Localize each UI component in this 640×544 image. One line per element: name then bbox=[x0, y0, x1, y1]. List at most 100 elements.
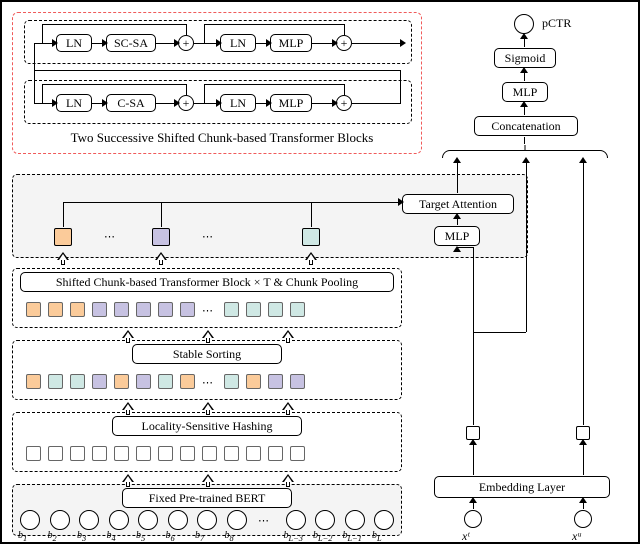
token-sq bbox=[268, 446, 283, 461]
xt-label: xᵗ bbox=[462, 529, 469, 544]
embedding-node: Embedding Layer bbox=[434, 476, 610, 498]
ellipsis: ⋯ bbox=[258, 514, 270, 527]
pctr-label: pCTR bbox=[542, 16, 571, 31]
b-label: b6 bbox=[166, 530, 175, 543]
token-sq bbox=[70, 302, 85, 317]
xu-sq bbox=[576, 426, 590, 440]
token-sq bbox=[180, 302, 195, 317]
hollow-arrow-up-icon bbox=[282, 402, 294, 414]
pooled-sq bbox=[152, 228, 170, 246]
b-circle bbox=[374, 510, 394, 530]
token-sq bbox=[246, 446, 261, 461]
shift-label: Shifted Chunk-based Transformer Block × … bbox=[56, 275, 358, 290]
token-sq bbox=[136, 302, 151, 317]
csa: C-SA bbox=[106, 94, 156, 112]
b-label: b3 bbox=[77, 530, 86, 543]
token-sq bbox=[114, 374, 129, 389]
b-circle bbox=[50, 510, 70, 530]
token-sq bbox=[268, 374, 283, 389]
mlp-1: MLP bbox=[270, 34, 312, 52]
target-attention-node: Target Attention bbox=[402, 194, 514, 214]
scsa-label: SC-SA bbox=[114, 36, 148, 51]
mlp-2-label: MLP bbox=[279, 96, 304, 111]
plus-1b: + bbox=[336, 35, 352, 51]
b-label: b2 bbox=[48, 530, 57, 543]
ln-1a-label: LN bbox=[66, 36, 82, 51]
shift-label-node: Shifted Chunk-based Transformer Block × … bbox=[20, 272, 394, 292]
hollow-arrow-up-icon bbox=[122, 474, 134, 486]
mlp2-label: MLP bbox=[445, 229, 470, 244]
ellipsis: ⋯ bbox=[202, 376, 214, 389]
token-sq bbox=[48, 374, 63, 389]
ellipsis: ⋯ bbox=[104, 230, 116, 243]
token-sq bbox=[158, 302, 173, 317]
b-circle bbox=[227, 510, 247, 530]
token-sq bbox=[158, 374, 173, 389]
plus-2a: + bbox=[178, 95, 194, 111]
token-sq bbox=[224, 446, 239, 461]
token-sq bbox=[224, 374, 239, 389]
token-sq bbox=[92, 302, 107, 317]
token-sq bbox=[202, 446, 217, 461]
b-circle bbox=[197, 510, 217, 530]
token-sq bbox=[290, 374, 305, 389]
sigmoid-node: Sigmoid bbox=[494, 48, 556, 68]
concat-node: Concatenation bbox=[474, 116, 578, 136]
target-attention-label: Target Attention bbox=[419, 197, 497, 212]
token-sq bbox=[26, 302, 41, 317]
token-sq bbox=[136, 446, 151, 461]
token-sq bbox=[26, 374, 41, 389]
b-circle bbox=[168, 510, 188, 530]
hollow-arrow-up-icon bbox=[202, 402, 214, 414]
b-circle bbox=[345, 510, 365, 530]
token-sq bbox=[92, 446, 107, 461]
sigmoid-label: Sigmoid bbox=[505, 51, 546, 66]
token-sq bbox=[136, 374, 151, 389]
mlp-top-node: MLP bbox=[502, 82, 548, 102]
xu-circ bbox=[574, 510, 592, 528]
b-label: bL−3 bbox=[284, 530, 303, 543]
plus-2b: + bbox=[336, 95, 352, 111]
lsh-label: Locality-Sensitive Hashing bbox=[142, 419, 273, 434]
b-label: bL−2 bbox=[313, 530, 332, 543]
ln-1b-label: LN bbox=[230, 36, 246, 51]
b-circle bbox=[109, 510, 129, 530]
xt-circ bbox=[464, 510, 482, 528]
token-sq bbox=[114, 302, 129, 317]
bert-label-node: Fixed Pre-trained BERT bbox=[122, 488, 292, 508]
token-sq bbox=[180, 374, 195, 389]
b-label: b5 bbox=[136, 530, 145, 543]
ellipsis: ⋯ bbox=[202, 230, 214, 243]
ln-2b-label: LN bbox=[230, 96, 246, 111]
b-label: b4 bbox=[107, 530, 116, 543]
b-label: bL bbox=[372, 530, 382, 543]
bert-label: Fixed Pre-trained BERT bbox=[149, 491, 266, 506]
token-sq bbox=[246, 374, 261, 389]
token-sq bbox=[290, 446, 305, 461]
xu-label: xᵘ bbox=[572, 529, 581, 544]
diagram-canvas: LN SC-SA + LN MLP + LN C-SA + LN MLP + bbox=[0, 0, 640, 544]
token-sq bbox=[48, 302, 63, 317]
hollow-arrow-up-icon bbox=[305, 252, 317, 264]
sort-label-node: Stable Sorting bbox=[132, 344, 282, 364]
b-label: b7 bbox=[195, 530, 204, 543]
token-sq bbox=[92, 374, 107, 389]
token-sq bbox=[290, 302, 305, 317]
ln-2a: LN bbox=[56, 94, 92, 112]
token-sq bbox=[158, 446, 173, 461]
sort-label: Stable Sorting bbox=[173, 347, 241, 362]
b-label: b1 bbox=[18, 530, 27, 543]
pooled-sq bbox=[302, 228, 320, 246]
hollow-arrow-up-icon bbox=[155, 252, 167, 264]
hollow-arrow-up-icon bbox=[122, 330, 134, 342]
pooled-sq bbox=[54, 228, 72, 246]
embedding-label: Embedding Layer bbox=[479, 480, 565, 495]
hollow-arrow-up-icon bbox=[282, 474, 294, 486]
ln-1b: LN bbox=[220, 34, 256, 52]
token-sq bbox=[246, 302, 261, 317]
token-sq bbox=[26, 446, 41, 461]
b-circle bbox=[79, 510, 99, 530]
token-sq bbox=[70, 374, 85, 389]
hollow-arrow-up-icon bbox=[122, 402, 134, 414]
token-sq bbox=[70, 446, 85, 461]
